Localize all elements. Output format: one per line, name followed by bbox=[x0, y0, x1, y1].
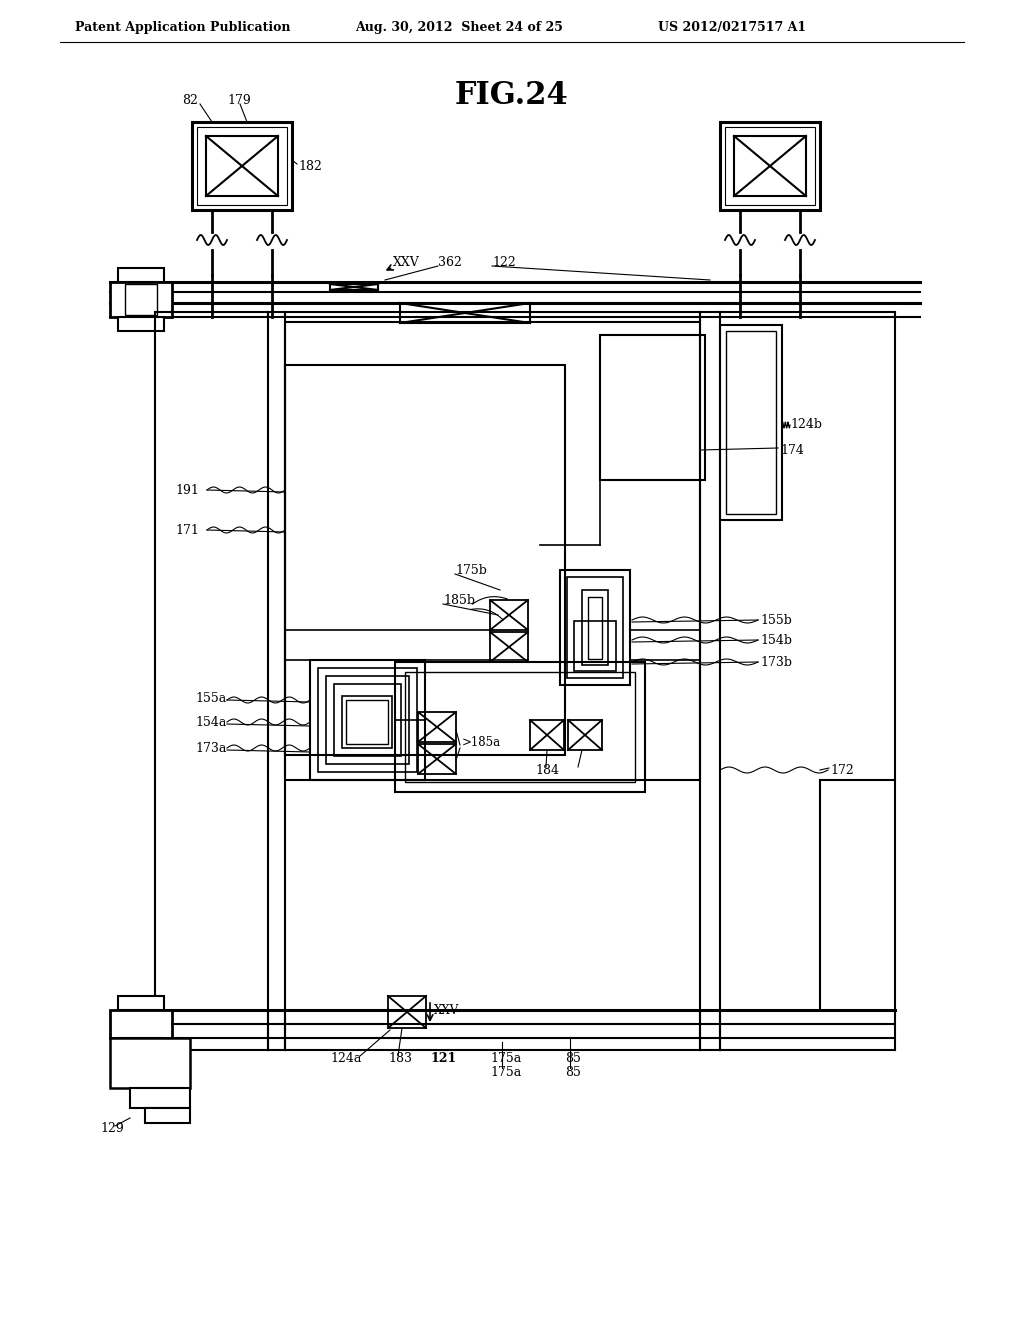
Bar bbox=[318, 668, 417, 772]
Bar bbox=[568, 719, 602, 750]
Text: 85: 85 bbox=[565, 1052, 581, 1064]
Bar bbox=[110, 1038, 190, 1088]
Text: 173a: 173a bbox=[195, 742, 226, 755]
Text: 175a: 175a bbox=[490, 1052, 521, 1064]
Text: 121: 121 bbox=[430, 1052, 457, 1064]
Bar bbox=[197, 127, 287, 205]
Bar bbox=[726, 331, 776, 513]
Text: Aug. 30, 2012  Sheet 24 of 25: Aug. 30, 2012 Sheet 24 of 25 bbox=[355, 21, 563, 33]
Text: 85: 85 bbox=[565, 1065, 581, 1078]
Bar bbox=[145, 1107, 190, 1123]
Text: 182: 182 bbox=[298, 160, 322, 173]
Text: 124b: 124b bbox=[790, 418, 822, 432]
Text: 175a: 175a bbox=[490, 1065, 521, 1078]
Text: 362: 362 bbox=[438, 256, 462, 268]
Bar bbox=[285, 366, 565, 755]
Text: 174: 174 bbox=[780, 444, 804, 457]
Bar bbox=[206, 136, 278, 195]
Text: 175b: 175b bbox=[455, 564, 486, 577]
Text: 185b: 185b bbox=[443, 594, 475, 606]
Bar bbox=[346, 700, 388, 744]
Text: XXV: XXV bbox=[393, 256, 420, 268]
Bar bbox=[110, 1010, 172, 1038]
Text: 173b: 173b bbox=[760, 656, 792, 668]
Bar bbox=[490, 632, 528, 663]
Text: 155b: 155b bbox=[760, 614, 792, 627]
Text: >185a: >185a bbox=[462, 735, 501, 748]
Bar bbox=[720, 121, 820, 210]
Bar bbox=[582, 590, 608, 665]
Text: 154b: 154b bbox=[760, 634, 792, 647]
Bar bbox=[118, 1038, 164, 1052]
Bar bbox=[734, 136, 806, 195]
Text: XXV: XXV bbox=[434, 1003, 459, 1016]
Bar bbox=[530, 719, 564, 750]
Bar bbox=[110, 282, 172, 317]
Bar bbox=[118, 997, 164, 1010]
Bar bbox=[725, 127, 815, 205]
Text: 184: 184 bbox=[535, 763, 559, 776]
Text: US 2012/0217517 A1: US 2012/0217517 A1 bbox=[658, 21, 806, 33]
Text: 122: 122 bbox=[492, 256, 516, 268]
Bar bbox=[118, 317, 164, 331]
Bar bbox=[490, 601, 528, 630]
Bar bbox=[310, 660, 425, 780]
Bar bbox=[720, 325, 782, 520]
Bar bbox=[418, 744, 456, 774]
Bar bbox=[285, 322, 700, 780]
Bar bbox=[395, 663, 645, 792]
Bar bbox=[418, 711, 456, 742]
Bar bbox=[560, 570, 630, 685]
Bar bbox=[334, 684, 401, 756]
Text: 191: 191 bbox=[175, 483, 199, 496]
Text: 172: 172 bbox=[830, 763, 854, 776]
Bar bbox=[342, 696, 392, 748]
Bar bbox=[330, 284, 378, 290]
Bar bbox=[130, 1088, 190, 1107]
Text: 179: 179 bbox=[227, 94, 251, 107]
Bar bbox=[326, 676, 409, 764]
Bar bbox=[125, 284, 157, 315]
Bar bbox=[193, 121, 292, 210]
Text: Patent Application Publication: Patent Application Publication bbox=[75, 21, 291, 33]
Bar bbox=[400, 304, 530, 323]
Bar bbox=[118, 268, 164, 282]
Text: 183: 183 bbox=[388, 1052, 412, 1064]
Text: 154a: 154a bbox=[195, 715, 226, 729]
Text: 155a: 155a bbox=[195, 692, 226, 705]
Bar bbox=[388, 997, 426, 1028]
Text: 171: 171 bbox=[175, 524, 199, 536]
Bar bbox=[600, 335, 705, 480]
Text: 82: 82 bbox=[182, 94, 198, 107]
Text: FIG.24: FIG.24 bbox=[455, 79, 569, 111]
Bar bbox=[567, 577, 623, 678]
Bar bbox=[588, 597, 602, 659]
Text: 129: 129 bbox=[100, 1122, 124, 1134]
Text: 124a: 124a bbox=[330, 1052, 361, 1064]
Bar bbox=[406, 672, 635, 781]
Bar bbox=[574, 620, 616, 671]
